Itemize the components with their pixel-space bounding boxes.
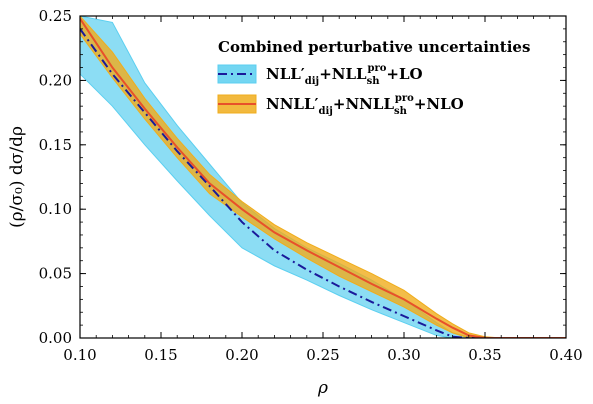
x-tick-label: 0.30 <box>387 346 420 364</box>
x-axis: 0.10 0.15 0.20 0.25 0.30 0.35 0.40 <box>63 16 583 364</box>
legend: Combined perturbative uncertainties NLL′… <box>217 38 530 117</box>
x-axis-label: ρ <box>317 378 328 398</box>
x-tick-label: 0.35 <box>468 346 501 364</box>
series-line-2 <box>80 18 566 338</box>
y-axis-label: (ρ/σ₀) dσ/dρ <box>7 126 27 228</box>
x-tick-label: 0.10 <box>63 346 96 364</box>
series-lines <box>80 18 566 338</box>
legend-label-2: NNLL′dij+NNLLshpro+NLO <box>266 93 464 117</box>
y-tick-label: 0.10 <box>39 200 72 218</box>
series-line-1 <box>80 28 566 338</box>
x-tick-label: 0.20 <box>225 346 258 364</box>
x-tick-label: 0.40 <box>549 346 582 364</box>
y-tick-label: 0.00 <box>39 329 72 347</box>
y-tick-label: 0.15 <box>39 136 72 154</box>
y-tick-label: 0.20 <box>39 71 72 89</box>
y-tick-label: 0.25 <box>39 7 72 25</box>
x-tick-label: 0.25 <box>306 346 339 364</box>
x-tick-label: 0.15 <box>144 346 177 364</box>
y-tick-label: 0.05 <box>39 265 72 283</box>
legend-label-1: NLL′dij+NLLshpro+LO <box>266 63 423 87</box>
y-axis: 0.00 0.05 0.10 0.15 0.20 0.25 <box>39 7 566 347</box>
legend-title: Combined perturbative uncertainties <box>218 38 530 56</box>
